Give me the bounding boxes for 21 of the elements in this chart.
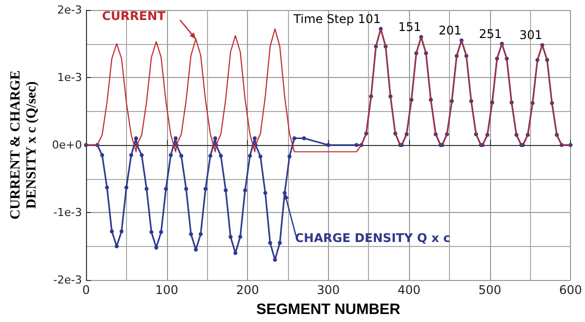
x-tick-label: 200	[236, 283, 259, 297]
annotation: 251	[478, 26, 502, 41]
y-tick-label: 1e-3	[57, 71, 82, 84]
y-tick-label: -2e-3	[53, 274, 82, 286]
annotation: Time Step 101	[292, 12, 381, 26]
y-tick-label: 2e-3	[57, 4, 82, 16]
y-tick-label: -1e-3	[53, 206, 82, 219]
x-tick-label: 300	[316, 283, 340, 297]
x-tick-label: 600	[559, 283, 582, 297]
annotation: CURRENT	[102, 9, 166, 23]
x-tick-label: 500	[478, 283, 502, 297]
x-axis-title: SEGMENT NUMBER	[256, 301, 401, 318]
y-axis-title: CURRENT & CHARGE DENSITY x c (Q/sec)	[8, 70, 40, 220]
annotation: 151	[398, 20, 422, 34]
y-tick-label: 0e+0	[52, 138, 82, 152]
annotation: 201	[438, 23, 462, 38]
annotation: 301	[519, 28, 542, 42]
annotation: CHARGE DENSITY Q x c	[295, 231, 450, 245]
x-tick-label: 0	[82, 283, 90, 297]
x-tick-label: 400	[398, 283, 420, 297]
x-tick-label: 100	[155, 283, 178, 297]
